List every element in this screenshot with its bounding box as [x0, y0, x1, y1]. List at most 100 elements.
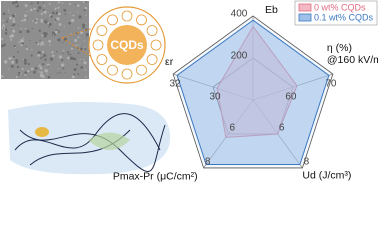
grain: [40, 19, 44, 23]
grain: [23, 18, 27, 22]
grain: [12, 20, 16, 23]
grain: [77, 36, 80, 39]
grain: [7, 18, 9, 20]
grain: [41, 34, 44, 37]
grain: [7, 13, 9, 15]
ring: [136, 14, 147, 26]
grain: [63, 8, 67, 12]
axis-label: εr: [165, 56, 174, 68]
grain: [59, 71, 61, 74]
grain: [12, 55, 15, 59]
grain: [44, 20, 48, 24]
grain: [48, 22, 52, 26]
grain: [68, 53, 70, 56]
grain: [46, 73, 49, 75]
grain: [35, 17, 38, 20]
grain: [57, 12, 60, 16]
grain: [43, 34, 47, 38]
ring: [150, 39, 162, 51]
grain: [12, 1, 15, 5]
grain: [54, 8, 56, 11]
axis-label: Pmax-Pr (μC/cm²): [113, 171, 198, 182]
grain: [0, 37, 4, 41]
legend-label: 0.1 wt% CQDs: [314, 12, 374, 22]
legend-swatch: [298, 3, 312, 12]
grain: [47, 65, 49, 67]
tick-label: 400: [231, 9, 248, 20]
grain: [8, 16, 12, 20]
ring: [92, 39, 104, 51]
grain: [9, 35, 13, 38]
grain: [47, 75, 51, 79]
grain: [69, 11, 71, 14]
axis-label: Ud (J/cm³): [302, 170, 351, 182]
axis-label: η (%): [327, 42, 352, 54]
grain: [15, 59, 19, 62]
grain: [25, 45, 27, 48]
grain: [51, 11, 55, 15]
ring: [96, 25, 108, 36]
grain: [1, 75, 4, 78]
tick-label: 30: [209, 92, 221, 103]
grain: [62, 67, 65, 70]
grain: [14, 0, 18, 4]
grain: [23, 58, 27, 62]
grain: [15, 4, 18, 6]
grain: [56, 72, 58, 74]
grain: [48, 26, 50, 28]
grain: [75, 44, 78, 47]
grain: [35, 21, 38, 24]
grain: [51, 34, 53, 37]
grain: [36, 9, 40, 12]
grain: [34, 67, 38, 70]
grain: [11, 26, 13, 28]
grain: [7, 9, 10, 12]
grain: [70, 18, 75, 23]
grain: [41, 41, 44, 45]
grain: [80, 65, 84, 69]
grain: [77, 52, 80, 54]
grain: [69, 54, 72, 56]
grain: [52, 31, 56, 34]
tick-label: 32: [170, 79, 182, 90]
cqds-label: CQDs: [110, 38, 144, 52]
grain: [2, 12, 6, 16]
ring: [121, 10, 133, 22]
grain: [53, 33, 56, 36]
ring: [146, 25, 158, 36]
grain: [15, 61, 18, 64]
grain: [8, 57, 12, 60]
grain: [20, 27, 22, 30]
grain: [43, 5, 46, 7]
grain: [24, 27, 27, 30]
grain: [24, 4, 28, 7]
grain: [57, 67, 60, 70]
grain: [11, 14, 15, 18]
grain: [44, 58, 47, 61]
dot-core: [107, 25, 147, 65]
grain: [1, 44, 4, 48]
grain: [55, 29, 58, 32]
grain: [17, 51, 19, 53]
grain: [4, 60, 8, 64]
grain: [69, 56, 74, 60]
grain: [30, 67, 34, 71]
grain: [12, 29, 16, 33]
grain: [47, 22, 50, 25]
grain: [38, 64, 41, 67]
grain: [71, 75, 75, 79]
grain: [54, 12, 56, 14]
grain: [42, 56, 44, 58]
grain: [82, 23, 86, 27]
grain: [42, 2, 45, 4]
grain: [27, 63, 30, 66]
grain: [61, 2, 64, 4]
grain: [26, 29, 30, 33]
grain: [26, 77, 28, 79]
grain: [74, 3, 76, 5]
axis-label: Eb: [265, 4, 278, 16]
grain: [82, 25, 85, 29]
ring: [107, 14, 118, 26]
grain: [18, 72, 21, 75]
grain: [40, 12, 43, 15]
